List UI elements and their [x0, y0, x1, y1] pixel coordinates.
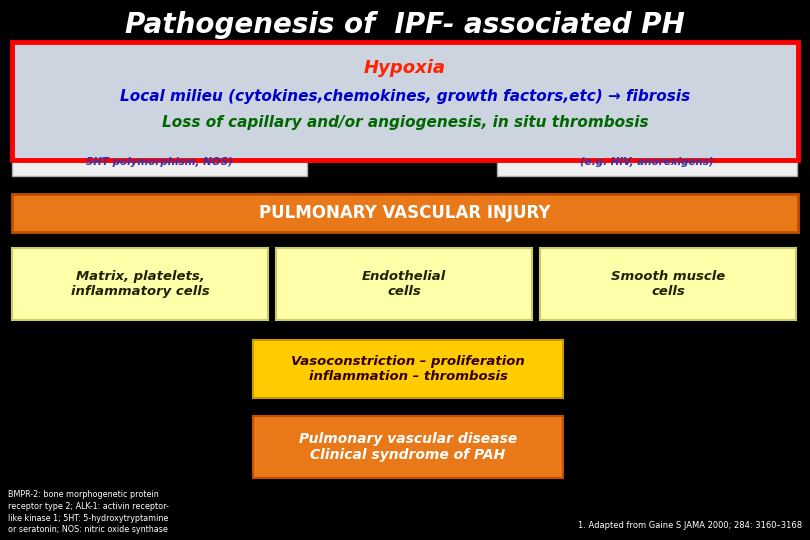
FancyBboxPatch shape	[12, 42, 798, 160]
FancyBboxPatch shape	[276, 248, 532, 320]
Text: Loss of capillary and/or angiogenesis, in situ thrombosis: Loss of capillary and/or angiogenesis, i…	[162, 114, 648, 130]
Text: Vasoconstriction – proliferation
inflammation – thrombosis: Vasoconstriction – proliferation inflamm…	[291, 355, 525, 383]
Text: (e.g. HIV, anorexigens): (e.g. HIV, anorexigens)	[580, 157, 714, 167]
Text: Hypoxia: Hypoxia	[364, 59, 446, 77]
FancyBboxPatch shape	[253, 340, 563, 398]
Text: Pulmonary vascular disease
Clinical syndrome of PAH: Pulmonary vascular disease Clinical synd…	[299, 432, 517, 462]
FancyBboxPatch shape	[540, 248, 796, 320]
FancyBboxPatch shape	[497, 148, 797, 176]
Text: Local milieu (cytokines,chemokines, growth factors,etc) → fibrosis: Local milieu (cytokines,chemokines, grow…	[120, 90, 690, 105]
Text: Pathogenesis of  IPF- associated PH: Pathogenesis of IPF- associated PH	[125, 11, 685, 39]
Text: Smooth muscle
cells: Smooth muscle cells	[611, 270, 725, 298]
Text: PULMONARY VASCULAR INJURY: PULMONARY VASCULAR INJURY	[259, 204, 551, 222]
Text: 1. Adapted from Gaine S JAMA 2000; 284: 3160–3168: 1. Adapted from Gaine S JAMA 2000; 284: …	[578, 521, 802, 530]
Text: 5HT polymorphism, NOS): 5HT polymorphism, NOS)	[86, 157, 233, 167]
FancyBboxPatch shape	[253, 416, 563, 478]
FancyBboxPatch shape	[12, 248, 268, 320]
Text: Matrix, platelets,
inflammatory cells: Matrix, platelets, inflammatory cells	[70, 270, 209, 298]
FancyBboxPatch shape	[12, 194, 798, 232]
Text: BMPR-2: bone morphogenetic protein
receptor type 2; ALK-1: activin receptor-
lik: BMPR-2: bone morphogenetic protein recep…	[8, 490, 168, 535]
Text: Endothelial
cells: Endothelial cells	[362, 270, 446, 298]
FancyBboxPatch shape	[12, 148, 307, 176]
